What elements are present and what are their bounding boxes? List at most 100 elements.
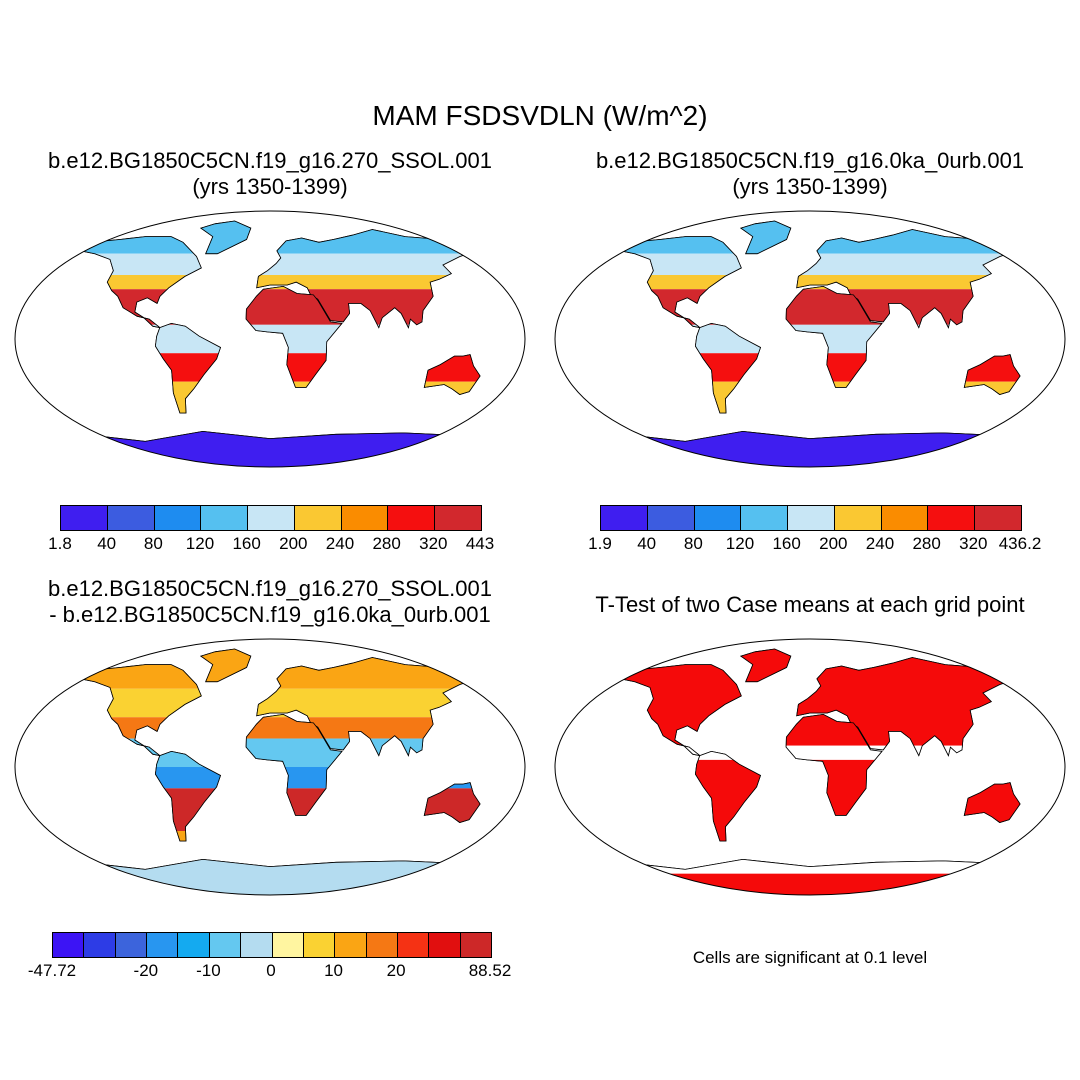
colorbar-swatch <box>366 933 398 957</box>
map-difference <box>14 638 526 896</box>
map-frame <box>14 638 526 896</box>
panel-case2-title-line2: (yrs 1350-1399) <box>732 174 888 199</box>
colorbar-swatch <box>303 933 336 957</box>
colorbar-swatch <box>53 933 85 957</box>
colorbar-tick-label: 436.2 <box>998 534 1042 553</box>
ocean-area <box>15 639 525 895</box>
colorbar-swatch <box>61 506 108 530</box>
colorbar-swatch <box>147 933 179 957</box>
colorbar-swatch <box>201 506 249 530</box>
panel-case2-title-line1: b.e12.BG1850C5CN.f19_g16.0ka_0urb.001 <box>595 148 1025 173</box>
colorbar-tick-label: 320 <box>959 534 988 553</box>
colorbar-tick-label: 280 <box>372 534 401 553</box>
colorbar-swatch <box>397 933 430 957</box>
colorbar-swatch <box>601 506 648 530</box>
field-band <box>620 236 742 254</box>
map-ttest <box>554 638 1066 896</box>
colorbar-tick-label: 1.9 <box>588 534 612 553</box>
colorbar-tick-label: 20 <box>386 961 406 980</box>
map-frame <box>554 638 1066 896</box>
colorbar-tick-label: 200 <box>279 534 308 553</box>
field-band <box>155 767 221 789</box>
map-case2 <box>554 210 1066 468</box>
colorbar-swatch <box>335 933 367 957</box>
colorbar-swatch <box>241 933 273 957</box>
colorbar-tick-label: 10 <box>324 961 344 980</box>
panel-difference-title-line1: b.e12.BG1850C5CN.f19_g16.270_SSOL.001 <box>48 576 492 601</box>
colorbar-tick-label: 80 <box>143 534 163 553</box>
colorbar-tick-label: -20 <box>133 961 159 980</box>
colorbar-swatch <box>928 506 976 530</box>
colorbar-swatch <box>834 506 882 530</box>
field-band <box>256 275 477 290</box>
colorbar-tick-label: 320 <box>419 534 448 553</box>
ocean-area <box>555 639 1065 895</box>
map-case1 <box>14 210 526 468</box>
colorbar-tick-label: 120 <box>725 534 755 553</box>
colorbar-swatch <box>272 933 304 957</box>
colorbar-tick-label: 88.52 <box>468 961 512 980</box>
colorbar-swatch <box>788 506 835 530</box>
panel-difference-title: b.e12.BG1850C5CN.f19_g16.270_SSOL.001 - … <box>0 576 540 628</box>
colorbar-tick-label: -10 <box>196 961 221 980</box>
colorbar-swatch <box>209 933 242 957</box>
colorbar-swatch <box>429 933 461 957</box>
colorbar-swatch <box>154 506 202 530</box>
field-band <box>796 275 1017 290</box>
colorbar-tick-label: 280 <box>912 534 941 553</box>
colorbar-swatch <box>435 506 482 530</box>
colorbar-tick-label: 160 <box>232 534 261 553</box>
colorbar-difference-labels: -47.72 -20 -10 0 10 20 88.52 <box>28 961 511 981</box>
ocean-area <box>555 211 1065 467</box>
panel-ttest-title-line1: T-Test of two Case means at each grid po… <box>595 592 1025 617</box>
field-band <box>610 873 1006 895</box>
figure-title: MAM FSDSVDLN (W/m^2) <box>372 100 708 131</box>
colorbar-tick-label: 240 <box>325 534 355 553</box>
colorbar-tick-label: 240 <box>865 534 895 553</box>
colorbar-case1-labels: 1.8 40 80 120 160 200 240 280 320 443 <box>48 534 494 554</box>
colorbar-swatch <box>115 933 148 957</box>
panel-ttest-title: T-Test of two Case means at each grid po… <box>540 592 1080 618</box>
colorbar-swatch <box>694 506 742 530</box>
colorbar-difference <box>52 932 492 958</box>
colorbar-swatch <box>248 506 295 530</box>
colorbar-case2-labels: 1.9 40 80 120 160 200 240 280 320 436.2 <box>588 534 1041 554</box>
colorbar-swatch <box>107 506 155 530</box>
colorbar-case1 <box>60 505 482 531</box>
colorbar-tick-label: 80 <box>683 534 703 553</box>
panel-difference-title-line2: - b.e12.BG1850C5CN.f19_g16.0ka_0urb.001 <box>49 602 491 627</box>
field-band <box>786 745 882 760</box>
colorbar-swatch <box>881 506 929 530</box>
colorbar-tick-label: 160 <box>772 534 801 553</box>
field-band <box>80 236 202 254</box>
ttest-note: Cells are significant at 0.1 level <box>692 948 928 967</box>
colorbar-tick-label: 1.8 <box>48 534 72 553</box>
colorbar-tick-label: 40 <box>637 534 657 553</box>
map-frame <box>554 210 1066 468</box>
colorbar-swatch <box>460 933 492 957</box>
colorbar-swatch <box>975 506 1022 530</box>
colorbar-tick-label: 40 <box>97 534 117 553</box>
panel-case1-title-line1: b.e12.BG1850C5CN.f19_g16.270_SSOL.001 <box>48 148 492 173</box>
panel-case1-title: b.e12.BG1850C5CN.f19_g16.270_SSOL.001 (y… <box>0 148 540 200</box>
colorbar-tick-label: -47.72 <box>27 961 77 980</box>
colorbar-tick-label: 0 <box>266 961 276 980</box>
colorbar-tick-label: 443 <box>465 534 495 553</box>
ocean-area <box>15 211 525 467</box>
panel-case1-title-line2: (yrs 1350-1399) <box>192 174 348 199</box>
colorbar-swatch <box>294 506 342 530</box>
field-band <box>796 253 1017 275</box>
colorbar-tick-label: 120 <box>185 534 215 553</box>
colorbar-case2 <box>600 505 1022 531</box>
colorbar-swatch <box>341 506 389 530</box>
colorbar-swatch <box>647 506 695 530</box>
colorbar-tick-label: 200 <box>819 534 848 553</box>
map-frame <box>14 210 526 468</box>
field-band <box>256 253 477 275</box>
colorbar-swatch <box>388 506 436 530</box>
colorbar-swatch <box>741 506 789 530</box>
panel-case2-title: b.e12.BG1850C5CN.f19_g16.0ka_0urb.001 (y… <box>540 148 1080 200</box>
colorbar-swatch <box>84 933 116 957</box>
colorbar-swatch <box>178 933 210 957</box>
